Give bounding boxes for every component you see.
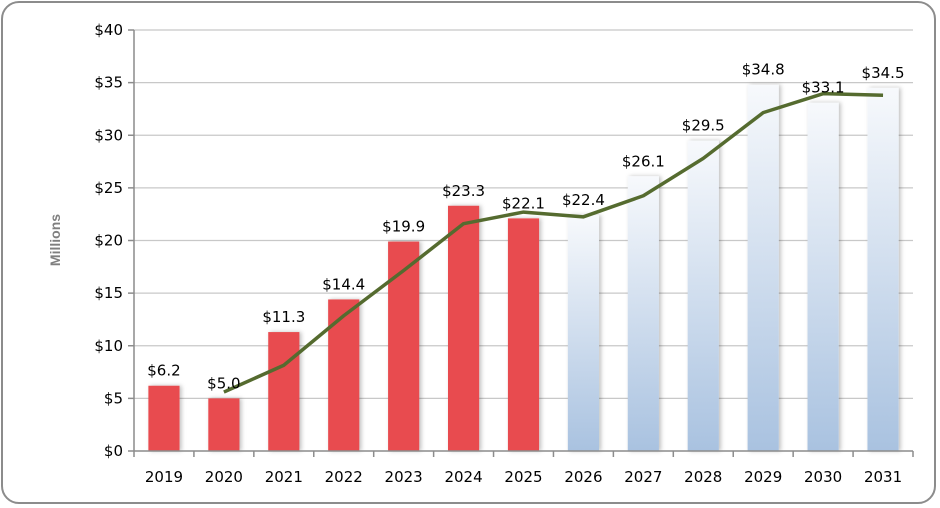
data-label: $14.4 bbox=[322, 275, 365, 293]
y-tick-label: $30 bbox=[94, 126, 123, 144]
bars bbox=[148, 84, 899, 452]
x-tick-label: 2023 bbox=[385, 468, 423, 486]
bar-actual bbox=[148, 385, 180, 451]
data-labels: $6.2 $5.0 $11.3 $14.4 $19.9 $23.3 $22.1 $22.4 $2… bbox=[147, 61, 904, 393]
data-label: $5.0 bbox=[207, 374, 240, 392]
x-tick-label: 2026 bbox=[564, 468, 602, 486]
bar-actual bbox=[328, 299, 360, 451]
x-tick-label: 2019 bbox=[145, 468, 183, 486]
bar-actual bbox=[208, 398, 240, 451]
trend-line-group bbox=[223, 91, 884, 394]
y-tick-label: $20 bbox=[94, 232, 123, 250]
y-tick-label: $0 bbox=[104, 442, 123, 460]
trend-line bbox=[223, 91, 884, 394]
x-tick-label: 2029 bbox=[744, 468, 782, 486]
x-tick-label: 2031 bbox=[864, 468, 902, 486]
y-tick-label: $35 bbox=[94, 74, 123, 92]
data-label: $33.1 bbox=[802, 79, 845, 97]
data-label: $19.9 bbox=[382, 218, 425, 236]
axes: $0 $5 $10 $15 $20 $25 $30 $35 $40 2019 2020 2021 202… bbox=[94, 21, 914, 486]
bar-forecast bbox=[807, 102, 839, 451]
data-label: $34.5 bbox=[862, 64, 905, 82]
bar-forecast bbox=[747, 84, 779, 451]
y-tick-label: $40 bbox=[94, 21, 123, 39]
x-tick-label: 2028 bbox=[684, 468, 722, 486]
bar-actual bbox=[507, 218, 540, 451]
bar-forecast bbox=[567, 215, 600, 451]
x-tick-label: 2025 bbox=[504, 468, 542, 486]
data-label: $11.3 bbox=[262, 308, 305, 326]
x-tick-label: 2030 bbox=[804, 468, 842, 486]
data-label: $26.1 bbox=[622, 152, 665, 170]
bar-actual bbox=[388, 241, 420, 451]
x-tick-label: 2022 bbox=[325, 468, 363, 486]
data-label: $22.1 bbox=[502, 194, 545, 212]
bar-forecast bbox=[867, 87, 899, 451]
y-axis-title: Millions bbox=[47, 214, 63, 266]
bar-actual bbox=[268, 332, 300, 451]
bar-actual bbox=[447, 205, 480, 451]
y-tick-label: $25 bbox=[94, 179, 123, 197]
bar-forecast bbox=[687, 140, 719, 451]
bar-forecast bbox=[627, 176, 659, 452]
x-tick-label: 2024 bbox=[444, 468, 482, 486]
y-tick-label: $15 bbox=[94, 284, 123, 302]
data-label: $22.4 bbox=[562, 191, 605, 209]
data-label: $29.5 bbox=[682, 117, 725, 135]
data-label: $34.8 bbox=[742, 61, 785, 79]
y-tick-label: $10 bbox=[94, 337, 123, 355]
data-label: $6.2 bbox=[147, 362, 180, 380]
data-label: $23.3 bbox=[442, 182, 485, 200]
x-tick-label: 2021 bbox=[265, 468, 303, 486]
gridlines bbox=[134, 29, 913, 400]
y-tick-label: $5 bbox=[104, 389, 123, 407]
x-tick-label: 2020 bbox=[205, 468, 243, 486]
x-tick-label: 2027 bbox=[624, 468, 662, 486]
